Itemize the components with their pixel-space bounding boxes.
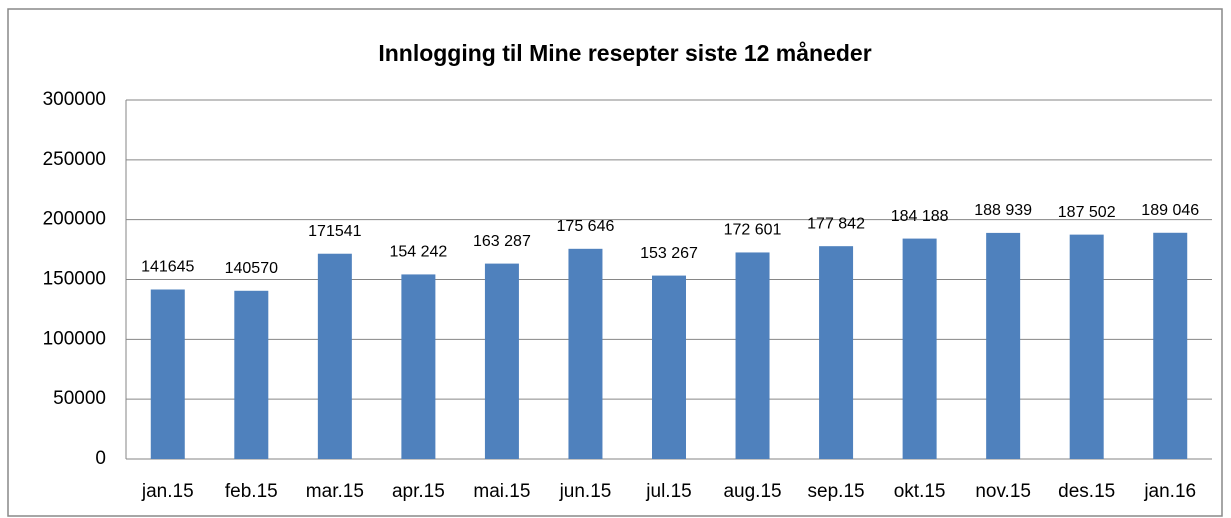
data-label: 184 188 [891, 208, 949, 225]
bar [986, 232, 1021, 459]
data-label: 153 267 [640, 245, 698, 262]
bar [902, 238, 937, 459]
x-tick-label: jul.15 [645, 481, 691, 502]
x-tick-label: nov.15 [975, 481, 1031, 502]
data-label: 141645 [141, 259, 194, 276]
y-tick-label: 300000 [43, 89, 106, 110]
x-tick-label: okt.15 [894, 481, 946, 502]
y-tick-label: 100000 [43, 328, 106, 349]
bar [484, 263, 519, 459]
data-label: 189 046 [1141, 202, 1199, 219]
x-tick-label: feb.15 [225, 481, 278, 502]
data-label: 177 842 [807, 215, 865, 232]
bar [1153, 232, 1188, 459]
data-label: 163 287 [473, 233, 531, 250]
x-tick-label: sep.15 [808, 481, 865, 502]
chart-title: Innlogging til Mine resepter siste 12 må… [378, 40, 871, 66]
x-tick-label: des.15 [1058, 481, 1115, 502]
y-tick-label: 50000 [53, 388, 106, 409]
y-tick-label: 0 [95, 448, 106, 469]
data-label: 172 601 [724, 222, 782, 239]
x-tick-label: jan.15 [141, 481, 194, 502]
data-label: 171541 [308, 223, 361, 240]
y-tick-label: 150000 [43, 269, 106, 290]
y-tick-label: 200000 [43, 209, 106, 230]
bar [401, 274, 436, 459]
x-tick-label: jan.16 [1143, 481, 1196, 502]
bar [317, 253, 352, 459]
bar [735, 252, 770, 459]
x-tick-label: aug.15 [723, 481, 781, 502]
bar [819, 246, 854, 459]
x-tick-label: mar.15 [306, 481, 364, 502]
bar [568, 248, 603, 459]
bar [150, 289, 185, 459]
bar [234, 290, 269, 459]
x-tick-label: jun.15 [559, 481, 612, 502]
data-label: 154 242 [389, 244, 447, 261]
data-label: 140570 [225, 260, 278, 277]
x-tick-label: apr.15 [392, 481, 445, 502]
x-tick-label: mai.15 [473, 481, 530, 502]
data-label: 188 939 [974, 202, 1032, 219]
bar [652, 275, 686, 459]
bar [1069, 234, 1104, 459]
y-tick-label: 250000 [43, 149, 106, 170]
data-label: 187 502 [1058, 204, 1116, 221]
data-label: 175 646 [557, 218, 615, 235]
